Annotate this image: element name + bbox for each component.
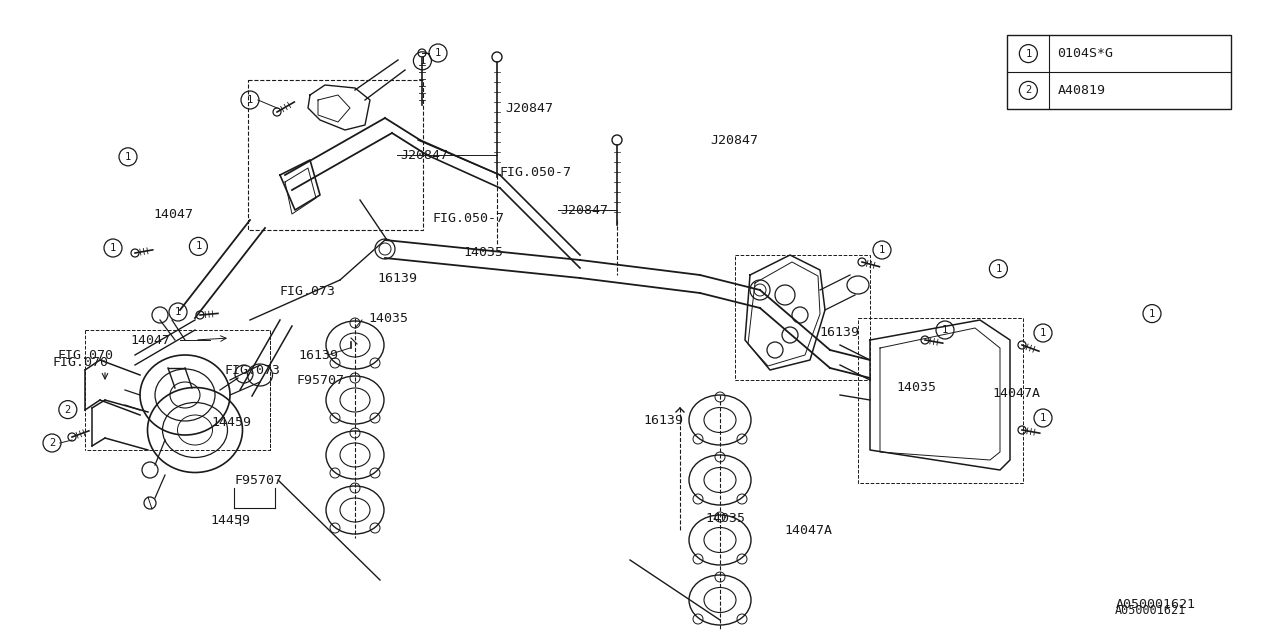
Text: F95707: F95707 [236,474,283,486]
Text: 1: 1 [996,264,1001,274]
Text: 16139: 16139 [298,349,338,362]
Text: 14047A: 14047A [783,524,832,536]
Text: 16139: 16139 [378,272,417,285]
Text: 1: 1 [942,325,948,335]
Text: 1: 1 [196,241,201,252]
Text: 14035: 14035 [369,312,408,324]
Text: F95707: F95707 [297,374,346,387]
Text: J20847: J20847 [506,102,554,115]
Text: 1: 1 [175,307,182,317]
Text: 14035: 14035 [705,511,745,525]
Text: A050001621: A050001621 [1115,604,1187,616]
Text: J20847: J20847 [561,204,608,216]
Text: 1: 1 [1149,308,1155,319]
Text: FIG.050-7: FIG.050-7 [499,166,571,179]
Text: 14047: 14047 [154,208,193,221]
Text: J20847: J20847 [399,148,448,161]
Text: 14459: 14459 [210,513,250,527]
Text: 2: 2 [65,404,70,415]
Text: A050001621: A050001621 [1116,598,1197,611]
Text: 16139: 16139 [643,413,684,426]
Text: 2: 2 [49,438,55,448]
Text: 1: 1 [247,95,253,105]
Text: A40819: A40819 [1057,84,1106,97]
Text: 1: 1 [110,243,116,253]
Text: 0104S*G: 0104S*G [1057,47,1114,60]
Text: FIG.050-7: FIG.050-7 [433,211,504,225]
Bar [735,255,870,380]
Text: FIG.070: FIG.070 [52,355,108,369]
Bar [1007,35,1231,109]
Text: 1: 1 [1025,49,1032,59]
Text: 1: 1 [435,48,442,58]
Text: 16139: 16139 [819,326,859,339]
Text: J20847: J20847 [710,134,759,147]
Bar [858,318,1023,483]
Text: 14035: 14035 [463,246,503,259]
Text: 14459: 14459 [211,416,251,429]
Text: 14047: 14047 [131,333,170,346]
Bar [248,80,422,230]
Text: 1: 1 [420,56,425,66]
Text: 2: 2 [1025,85,1032,95]
Text: FIG.070: FIG.070 [58,349,114,362]
Text: 1: 1 [1039,328,1046,338]
Text: 1: 1 [1039,413,1046,423]
Text: 1: 1 [125,152,131,162]
Text: FIG.073: FIG.073 [225,364,282,376]
Text: 14047A: 14047A [992,387,1039,400]
Text: FIG.073: FIG.073 [279,285,335,298]
Text: 1: 1 [879,245,886,255]
Text: 14035: 14035 [896,381,936,394]
